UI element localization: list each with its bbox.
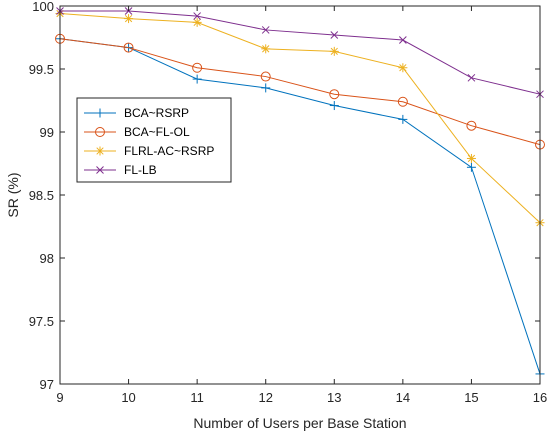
x-tick-label: 11 bbox=[190, 390, 204, 405]
axis-layer: 9 10 11 12 13 14 15 16 97 97.5 98 98.5 99 99.5 100 bbox=[29, 0, 548, 405]
y-tick-label: 97 bbox=[40, 377, 54, 392]
legend-marker bbox=[95, 146, 105, 156]
data-point bbox=[261, 26, 270, 34]
series-line bbox=[59, 38, 541, 375]
x-tick-label: 9 bbox=[56, 390, 63, 405]
legend-entry: BCA~RSRP bbox=[84, 106, 189, 120]
y-tick-label: 98.5 bbox=[29, 188, 54, 203]
legend-label: BCA~RSRP bbox=[124, 106, 189, 120]
y-tick-label: 100 bbox=[32, 0, 54, 14]
data-point bbox=[192, 74, 202, 84]
legend-entry: FLRL-AC~RSRP bbox=[84, 144, 214, 158]
data-point bbox=[192, 17, 202, 27]
x-tick-label: 16 bbox=[533, 390, 547, 405]
data-point bbox=[466, 153, 476, 163]
x-tick-label: 10 bbox=[121, 390, 135, 405]
data-point bbox=[329, 46, 339, 56]
legend-label: FL-LB bbox=[124, 163, 157, 177]
data-point bbox=[124, 7, 133, 15]
data-point bbox=[260, 71, 271, 82]
data-point bbox=[397, 96, 408, 107]
plot-background bbox=[60, 6, 540, 384]
series-line bbox=[59, 38, 541, 146]
series-line bbox=[60, 10, 541, 95]
series-line bbox=[59, 13, 541, 224]
legend-marker bbox=[96, 166, 104, 174]
legend-entry: FL-LB bbox=[84, 163, 157, 177]
x-tick-label: 14 bbox=[396, 390, 410, 405]
x-tick-label: 12 bbox=[258, 390, 272, 405]
legend-entry: BCA~FL-OL bbox=[84, 125, 190, 139]
legend-label: FLRL-AC~RSRP bbox=[124, 144, 214, 158]
x-tick-label: 13 bbox=[327, 390, 341, 405]
data-point bbox=[466, 120, 477, 131]
x-tick-label: 15 bbox=[464, 390, 478, 405]
data-point bbox=[329, 101, 339, 111]
legend: BCA~RSRP BCA~FL-OL FLRL-AC~RSRP FL-LB bbox=[76, 97, 232, 183]
legend-label: BCA~FL-OL bbox=[124, 125, 190, 139]
data-point bbox=[399, 36, 407, 44]
x-axis-label: Number of Users per Base Station bbox=[193, 415, 406, 431]
data-point bbox=[193, 12, 201, 20]
data-point bbox=[466, 162, 476, 172]
data-point bbox=[398, 114, 408, 124]
data-point bbox=[261, 83, 271, 93]
data-point bbox=[329, 89, 340, 100]
data-point bbox=[261, 44, 271, 54]
y-tick-label: 99.5 bbox=[29, 62, 54, 77]
data-point bbox=[330, 31, 339, 39]
y-tick-label: 97.5 bbox=[29, 314, 54, 329]
data-point bbox=[192, 62, 203, 73]
y-tick-label: 98 bbox=[40, 251, 54, 266]
legend-marker bbox=[95, 108, 105, 118]
y-axis-label: SR (%) bbox=[5, 172, 21, 217]
data-point bbox=[467, 73, 476, 82]
legend-marker bbox=[95, 127, 105, 137]
data-point bbox=[123, 42, 134, 53]
series-1 bbox=[55, 34, 545, 379]
data-point bbox=[398, 63, 408, 73]
series-2 bbox=[55, 33, 545, 150]
data-point bbox=[124, 14, 134, 24]
y-tick-label: 99 bbox=[40, 125, 54, 140]
